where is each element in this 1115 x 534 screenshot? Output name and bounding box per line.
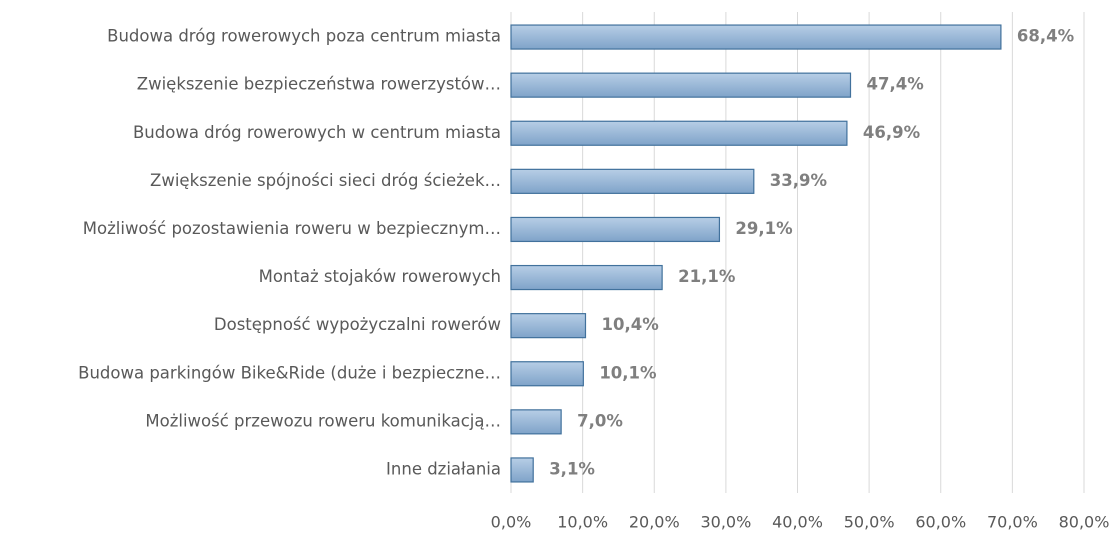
data-label: 3,1% [549,459,595,478]
x-tick-label: 40,0% [772,513,823,532]
data-label: 10,4% [601,315,659,334]
data-label: 29,1% [735,219,793,238]
x-tick-label: 70,0% [987,513,1038,532]
x-tick-label: 0,0% [491,513,532,532]
category-label: Montaż stojaków rowerowych [259,267,501,286]
data-label: 46,9% [863,123,921,142]
bar [510,120,848,146]
x-tick-label: 80,0% [1059,513,1110,532]
bar [510,313,587,339]
bar [510,409,562,435]
data-label: 7,0% [577,411,623,430]
bar [510,361,584,387]
bar [510,72,852,98]
category-label: Dostępność wypożyczalni rowerów [214,315,501,334]
bar [510,264,663,291]
data-label: 10,1% [599,363,657,382]
data-label: 21,1% [678,267,736,286]
category-label: Inne działania [386,459,501,478]
data-label: 68,4% [1017,27,1075,46]
category-label: Budowa parkingów Bike&Ride (duże i bezpi… [78,363,501,382]
data-label: 33,9% [770,171,828,190]
category-label: Możliwość przewozu roweru komunikacją… [145,411,501,430]
bar [510,216,721,243]
x-tick-label: 50,0% [844,513,895,532]
bar [510,24,1002,50]
category-label: Budowa dróg rowerowych w centrum miasta [133,123,501,142]
category-label: Zwiększenie bezpieczeństwa rowerzystów… [137,75,501,94]
category-label: Budowa dróg rowerowych poza centrum mias… [107,27,501,46]
data-label: 47,4% [867,75,925,94]
category-label: Zwiększenie spójności sieci dróg ścieżek… [150,171,501,190]
category-label: Możliwość pozostawienia roweru w bezpiec… [83,219,501,238]
x-tick-label: 30,0% [700,513,751,532]
bar [510,457,534,483]
x-tick-label: 20,0% [629,513,680,532]
bar [510,168,755,194]
x-tick-label: 10,0% [557,513,608,532]
x-tick-label: 60,0% [915,513,966,532]
